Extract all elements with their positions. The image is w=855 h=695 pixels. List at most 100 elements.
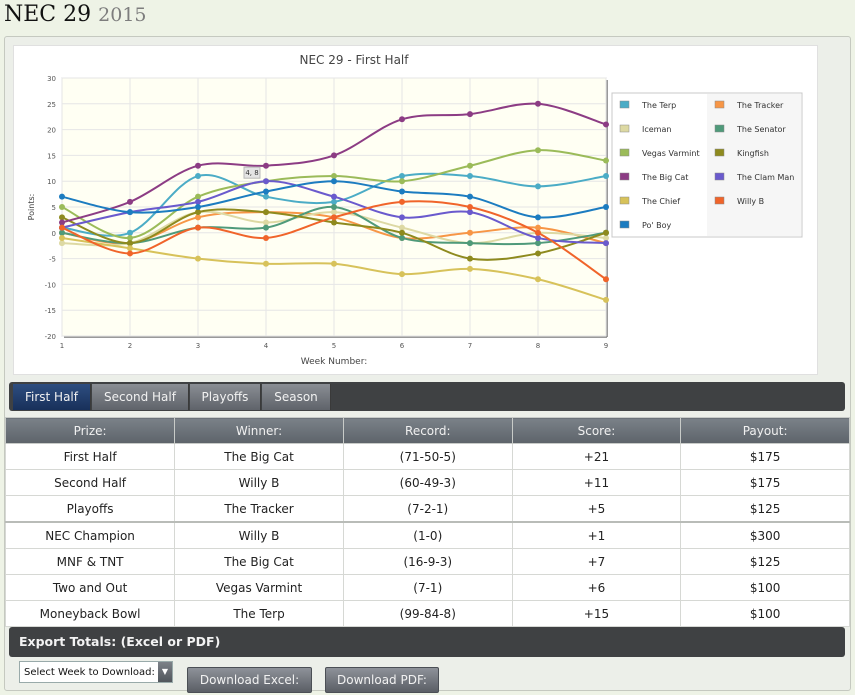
data-point-the-tracker (195, 214, 201, 221)
data-point-vegas-varmint (467, 162, 473, 169)
data-point-the-chief (535, 276, 541, 283)
payout-cell: $125 (680, 548, 850, 575)
column-header-record: Record: (342, 417, 513, 444)
week-select-dropdown[interactable]: Select Week to Download: ▼ (19, 661, 173, 683)
table-row: Second Half Willy B (60-49-3) +11 $175 (4, 469, 850, 496)
data-point-willy-b (399, 198, 405, 205)
y-tick-label: 15 (47, 152, 56, 160)
x-tick-label: 8 (536, 342, 540, 350)
winner-cell: Vegas Varmint (174, 574, 344, 601)
column-header-prize: Prize: (4, 417, 176, 444)
table-row: Two and Out Vegas Varmint (7-1) +6 $100 (4, 574, 850, 601)
data-point-the-big-cat (195, 162, 201, 169)
data-point-vegas-varmint (603, 157, 609, 164)
prize-cell: NEC Champion (4, 521, 176, 549)
data-point-the-clam-man (603, 240, 609, 247)
record-cell: (71-50-5) (342, 443, 513, 470)
legend-column-shade (707, 94, 801, 236)
data-point-the-clam-man (331, 193, 337, 200)
legend-swatch-iceman (619, 124, 630, 133)
data-point-willy-b (59, 224, 65, 231)
data-point-po-boy (603, 204, 609, 210)
tab-first-half[interactable]: First Half (13, 384, 91, 410)
data-point-vegas-varmint (195, 193, 201, 200)
data-point-the-senator (331, 204, 337, 210)
download-excel-button[interactable]: Download Excel: (187, 667, 312, 693)
x-axis-label: Week Number: (301, 357, 368, 367)
data-point-kingfish (59, 214, 65, 221)
y-tick-label: -5 (49, 256, 56, 264)
payout-cell: $175 (680, 443, 850, 470)
data-point-iceman (59, 240, 65, 247)
data-point-the-chief (399, 271, 405, 278)
score-cell: +6 (511, 574, 682, 601)
y-axis-label: Points: (27, 194, 36, 221)
data-point-the-big-cat (535, 100, 541, 107)
data-point-the-terp (467, 173, 473, 180)
data-point-po-boy (59, 193, 65, 200)
data-point-willy-b (331, 214, 337, 221)
chevron-down-icon[interactable]: ▼ (158, 662, 172, 682)
score-cell: +7 (511, 548, 682, 575)
data-point-the-big-cat (603, 121, 609, 128)
x-tick-label: 9 (604, 342, 608, 350)
tooltip-label: 4, 8 (245, 169, 258, 177)
winner-cell: The Big Cat (174, 443, 344, 470)
data-point-the-senator (535, 240, 541, 247)
y-tick-label: -15 (45, 307, 56, 315)
x-tick-label: 1 (60, 342, 64, 350)
prize-cell: First Half (4, 443, 176, 470)
payout-cell: $100 (680, 574, 850, 601)
data-point-the-senator (59, 229, 65, 236)
x-tick-label: 5 (332, 342, 336, 350)
data-point-willy-b (603, 276, 609, 283)
tab-season[interactable]: Season (262, 384, 331, 410)
data-point-vegas-varmint (59, 204, 65, 210)
chart-container: 30 25 20 15 10 5 0 -5 -10 -15 -20 1 2 3 4 5 6 7 8 9 NEC 29 -… (13, 45, 818, 375)
data-point-po-boy (195, 204, 201, 210)
data-point-the-big-cat (59, 219, 65, 226)
points-line-chart: 30 25 20 15 10 5 0 -5 -10 -15 -20 1 2 3 4 5 6 7 8 9 NEC 29 -… (27, 53, 803, 367)
data-point-the-clam-man (195, 198, 201, 205)
data-point-the-terp (195, 173, 201, 180)
data-point-the-big-cat (263, 162, 269, 169)
page-year: 2015 (98, 4, 147, 26)
data-point-the-chief (331, 260, 337, 267)
data-point-po-boy (467, 193, 473, 200)
data-point-the-chief (195, 255, 201, 262)
legend-swatch-kingfish (714, 148, 725, 157)
data-point-willy-b (535, 229, 541, 236)
legend-label-kingfish: Kingfish (737, 149, 769, 158)
tooltip-box (243, 166, 261, 179)
payout-cell: $175 (680, 469, 850, 496)
y-tick-label: -20 (45, 333, 56, 341)
winner-cell: The Terp (174, 600, 344, 627)
data-point-the-terp (127, 229, 133, 236)
tab-playoffs[interactable]: Playoffs (190, 384, 261, 410)
record-cell: (7-1) (342, 574, 513, 601)
legend-swatch-the-terp (619, 100, 630, 109)
data-point-po-boy (127, 209, 133, 216)
data-point-kingfish (331, 219, 337, 226)
data-point-the-chief (467, 265, 473, 272)
data-point-the-tracker (467, 229, 473, 236)
data-point-willy-b (467, 204, 473, 210)
y-tick-label: 10 (47, 178, 56, 186)
record-cell: (16-9-3) (342, 548, 513, 575)
winner-cell: The Big Cat (174, 548, 344, 575)
winner-cell: Willy B (174, 469, 344, 496)
legend-label-po-boy: Po' Boy (642, 221, 672, 230)
tab-second-half[interactable]: Second Half (92, 384, 189, 410)
score-cell: +1 (511, 521, 682, 549)
legend-label-vegas-varmint: Vegas Varmint (642, 149, 700, 158)
data-point-willy-b (127, 250, 133, 257)
data-point-the-clam-man (535, 234, 541, 241)
data-point-the-terp (603, 173, 609, 180)
y-tick-label: -10 (45, 281, 56, 289)
data-point-vegas-varmint (127, 234, 133, 241)
prize-table: Prize: Winner: Record: Score: Payout: Fi… (4, 417, 850, 627)
download-pdf-button[interactable]: Download PDF: (325, 667, 439, 693)
prize-cell: Moneyback Bowl (4, 600, 176, 627)
legend-swatch-the-clam-man (714, 172, 725, 181)
data-point-iceman (603, 234, 609, 241)
